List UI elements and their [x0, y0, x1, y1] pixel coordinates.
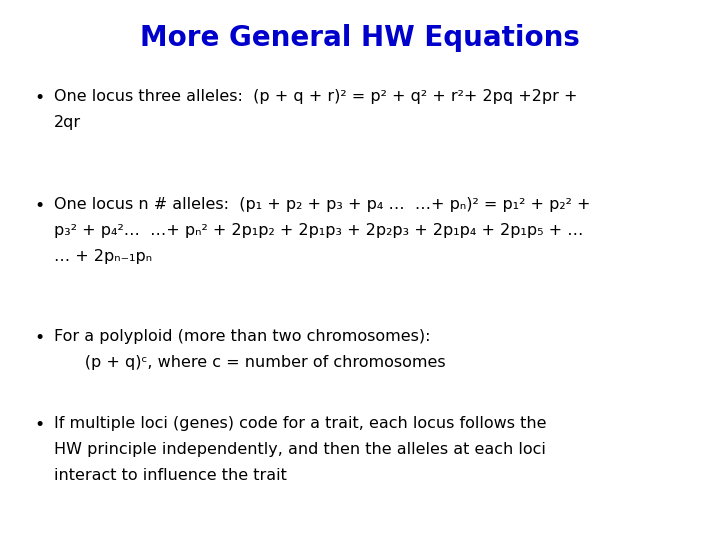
Text: For a polyploid (more than two chromosomes):: For a polyploid (more than two chromosom…: [54, 329, 431, 345]
Text: If multiple loci (genes) code for a trait, each locus follows the: If multiple loci (genes) code for a trai…: [54, 416, 546, 431]
Text: interact to influence the trait: interact to influence the trait: [54, 468, 287, 483]
Text: One locus n # alleles:  (p₁ + p₂ + p₃ + p₄ …  …+ pₙ)² = p₁² + p₂² +: One locus n # alleles: (p₁ + p₂ + p₃ + p…: [54, 197, 590, 212]
Text: •: •: [35, 416, 45, 434]
Text: p₃² + p₄²…  …+ pₙ² + 2p₁p₂ + 2p₁p₃ + 2p₂p₃ + 2p₁p₄ + 2p₁p₅ + …: p₃² + p₄²… …+ pₙ² + 2p₁p₂ + 2p₁p₃ + 2p₂p…: [54, 223, 583, 238]
Text: •: •: [35, 197, 45, 215]
Text: More General HW Equations: More General HW Equations: [140, 24, 580, 52]
Text: •: •: [35, 329, 45, 347]
Text: (p + q)ᶜ, where c = number of chromosomes: (p + q)ᶜ, where c = number of chromosome…: [54, 355, 446, 370]
Text: 2qr: 2qr: [54, 115, 81, 130]
Text: … + 2pₙ₋₁pₙ: … + 2pₙ₋₁pₙ: [54, 249, 152, 264]
Text: One locus three alleles:  (p + q + r)² = p² + q² + r²+ 2pq +2pr +: One locus three alleles: (p + q + r)² = …: [54, 89, 577, 104]
Text: •: •: [35, 89, 45, 107]
Text: HW principle independently, and then the alleles at each loci: HW principle independently, and then the…: [54, 442, 546, 457]
